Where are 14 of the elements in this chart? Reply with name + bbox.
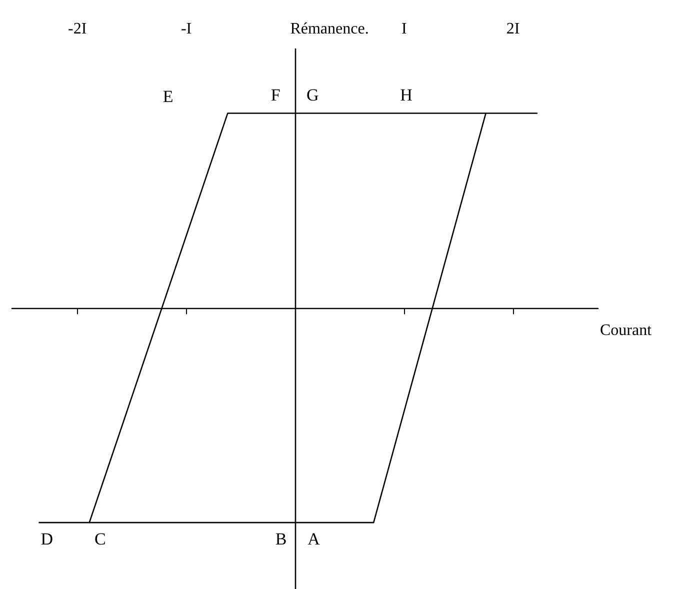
annotation: G bbox=[306, 85, 319, 104]
annotation: F bbox=[270, 85, 280, 104]
annotation: B bbox=[275, 530, 287, 549]
x-tick-label: -I bbox=[180, 20, 192, 38]
annotation: H bbox=[400, 85, 412, 104]
y-axis-title: Rémanence. bbox=[290, 20, 369, 38]
x-tick-label: -2I bbox=[68, 20, 87, 38]
annotation: D bbox=[40, 530, 53, 549]
x-tick-label: 2I bbox=[506, 20, 520, 38]
x-axis-title: Courant bbox=[600, 322, 652, 339]
x-tick-label: I bbox=[401, 20, 407, 38]
text: E bbox=[162, 87, 174, 106]
annotation: C bbox=[94, 530, 106, 549]
annotation: A bbox=[308, 530, 321, 549]
